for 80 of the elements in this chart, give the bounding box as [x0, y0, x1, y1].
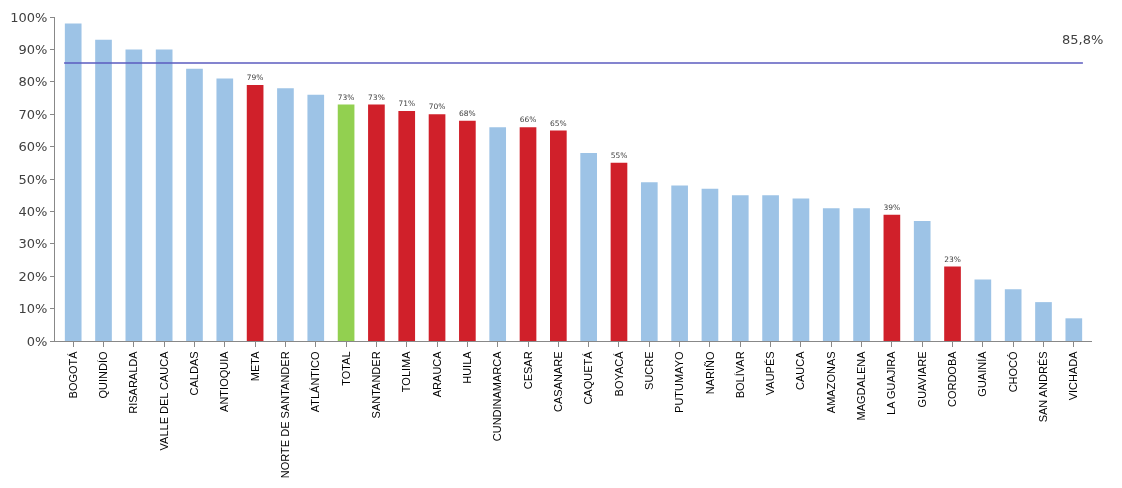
bar [307, 94, 325, 341]
bar [610, 162, 628, 341]
x-tick-label: HUILA [460, 350, 473, 384]
bar [1035, 302, 1052, 341]
y-tick-label: 90% [18, 41, 48, 57]
bar [1065, 318, 1083, 341]
bar [64, 23, 82, 341]
x-tick-label: ATLÁNTICO [309, 350, 322, 413]
bar [459, 120, 476, 341]
x-tick-label: MAGDALENA [855, 350, 868, 421]
x-tick-label: NORTE DE SANTANDER [279, 351, 292, 479]
bar [337, 104, 355, 341]
bar [1004, 289, 1022, 341]
x-tick-label: CALDAS [188, 351, 201, 396]
bar [701, 188, 719, 341]
bar [822, 208, 840, 341]
bar [974, 279, 992, 341]
bar [944, 266, 961, 341]
x-tick-label: SUCRE [642, 351, 655, 390]
bar [883, 214, 901, 341]
y-tick-label: 60% [18, 139, 48, 155]
x-tick-label: GUAINÍA [976, 350, 989, 397]
bar [398, 110, 416, 341]
y-tick-label: 10% [18, 301, 48, 317]
x-tick-label: PUTUMAYO [673, 350, 686, 413]
bar [428, 114, 446, 341]
bar [550, 130, 567, 341]
x-tick-label: RISARALDA [127, 350, 140, 414]
x-tick-label: VALLE DEL CAUCA [157, 350, 170, 451]
y-tick-label: 70% [18, 106, 48, 122]
bar [731, 195, 749, 341]
bar [155, 49, 173, 341]
x-tick-label: BOGOTÁ [66, 350, 79, 399]
x-tick-label: TOTAL [339, 351, 352, 386]
y-tick-label: 80% [18, 74, 48, 90]
x-tick-label: META [248, 350, 261, 382]
bar [95, 39, 112, 341]
y-tick-label: 30% [18, 236, 48, 252]
bar [792, 198, 810, 341]
ref-line-label: 85,8% [1062, 32, 1104, 47]
x-tick-label: QUINDÍO [97, 350, 110, 399]
x-tick-label: CHOCÓ [1006, 350, 1019, 393]
bar [853, 208, 870, 341]
x-tick-label: CORDOBA [946, 350, 959, 408]
bar [762, 195, 779, 341]
y-tick-label: 100% [10, 9, 48, 25]
x-tick-label: GUAVIARE [915, 351, 928, 408]
x-tick-label: CESAR [521, 351, 534, 390]
x-tick-label: SANTANDER [369, 351, 382, 419]
y-tick-label: 20% [18, 268, 48, 284]
x-tick-label: CAUCA [794, 350, 807, 390]
y-tick-label: 50% [18, 171, 48, 187]
y-tick-label: 0% [26, 333, 48, 349]
bar [216, 78, 234, 341]
x-tick-label: VICHADA [1067, 350, 1080, 401]
bar [489, 127, 507, 341]
bar [277, 88, 294, 341]
x-tick-label: ANTIOQUIA [218, 350, 231, 412]
bar [519, 127, 537, 341]
y-tick-label: 40% [18, 203, 48, 219]
bar [640, 182, 658, 341]
x-tick-label: CASANARE [551, 351, 564, 412]
bar [913, 221, 931, 341]
x-tick-label: BOLÍVAR [733, 351, 746, 399]
x-tick-label: CUNDINAMARCA [491, 350, 504, 442]
bar [580, 153, 597, 341]
x-tick-label: LA GUAJIRA [885, 350, 898, 415]
x-tick-label: TOLIMA [400, 350, 413, 393]
x-tick-label: SAN ANDRÉS [1037, 351, 1050, 423]
bar [246, 85, 264, 341]
bar [671, 185, 688, 341]
x-tick-label: CAQUETÁ [582, 350, 595, 405]
x-tick-label: ARAUCA [430, 350, 443, 398]
x-tick-label: VAUPÉS [764, 351, 777, 396]
bar [186, 68, 203, 341]
bar [368, 104, 385, 341]
x-tick-label: BOYACÁ [612, 350, 625, 397]
bar [125, 49, 143, 341]
x-tick-label: NARIÑO [703, 350, 716, 395]
x-tick-label: AMAZONAS [824, 351, 837, 414]
